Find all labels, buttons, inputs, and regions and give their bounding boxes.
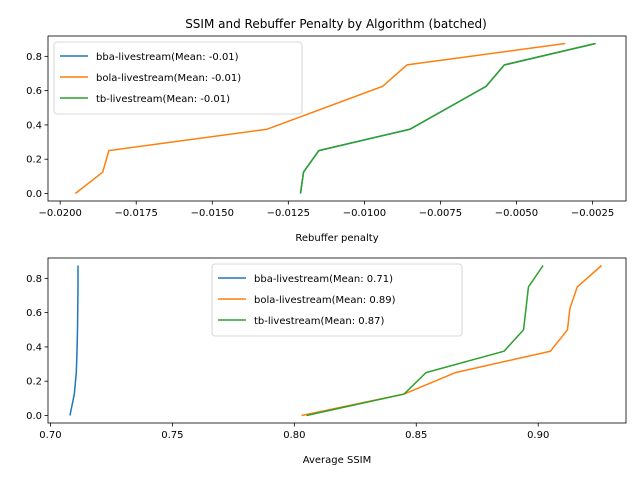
- y-tick-label: 0.8: [26, 274, 42, 285]
- series-line-tb-livestream: [306, 265, 544, 417]
- y-tick-label: 0.6: [26, 86, 42, 97]
- legend-label: tb-livestream(Mean: -0.01): [96, 94, 230, 105]
- y-tick-label: 0.0: [26, 411, 42, 422]
- x-tick-label: −0.0150: [191, 208, 234, 219]
- legend-label: tb-livestream(Mean: 0.87): [254, 316, 385, 327]
- x-axis-label: Average SSIM: [303, 455, 372, 466]
- rebuffer-panel: −0.0200 −0.0175 −0.0150 −0.0125 −0.0100 −0.00…: [26, 35, 627, 244]
- series-line-bola-livestream: [301, 264, 603, 417]
- y-tick-label: 0.8: [26, 52, 42, 63]
- x-tick-label: −0.0100: [343, 208, 386, 219]
- legend: [53, 41, 303, 115]
- series-line-bola-livestream: [74, 42, 566, 195]
- y-tick-label: 0.4: [26, 120, 42, 131]
- axes-frame: [47, 257, 627, 424]
- x-tick-label: 0.70: [39, 430, 61, 441]
- legend-label: bola-livestream(Mean: -0.01): [96, 73, 241, 84]
- legend-label: bba-livestream(Mean: -0.01): [96, 52, 239, 63]
- legend-label: bba-livestream(Mean: 0.71): [254, 274, 393, 285]
- y-tick-label: 0.2: [26, 377, 42, 388]
- x-tick-label: −0.0025: [571, 208, 614, 219]
- x-tick-label: 0.75: [161, 430, 183, 441]
- x-tick-label: −0.0075: [419, 208, 462, 219]
- y-tick-label: 0.6: [26, 308, 42, 319]
- chart-title: SSIM and Rebuffer Penalty by Algorithm (…: [185, 17, 487, 31]
- series-line-tb-livestream: [299, 42, 596, 194]
- series-line-bba-livestream: [69, 265, 79, 416]
- axes-frame: [47, 35, 627, 202]
- y-tick-label: 0.0: [26, 189, 42, 200]
- x-tick-label: −0.0175: [115, 208, 158, 219]
- x-tick-label: −0.0125: [267, 208, 310, 219]
- x-tick-label: 0.80: [283, 430, 305, 441]
- legend: [211, 263, 463, 337]
- y-tick-label: 0.2: [26, 155, 42, 166]
- legend-label: bola-livestream(Mean: 0.89): [254, 295, 396, 306]
- x-tick-label: −0.0200: [38, 208, 81, 219]
- y-tick-label: 0.4: [26, 342, 42, 353]
- x-axis-label: Rebuffer penalty: [295, 233, 378, 244]
- x-tick-label: 0.85: [405, 430, 427, 441]
- ssim-panel: 0.70 0.75 0.80 0.85 0.90 0.0 0.2 0.4 0.6 0.8 Avera…: [26, 257, 627, 466]
- x-tick-label: −0.0050: [495, 208, 538, 219]
- x-tick-label: 0.90: [527, 430, 549, 441]
